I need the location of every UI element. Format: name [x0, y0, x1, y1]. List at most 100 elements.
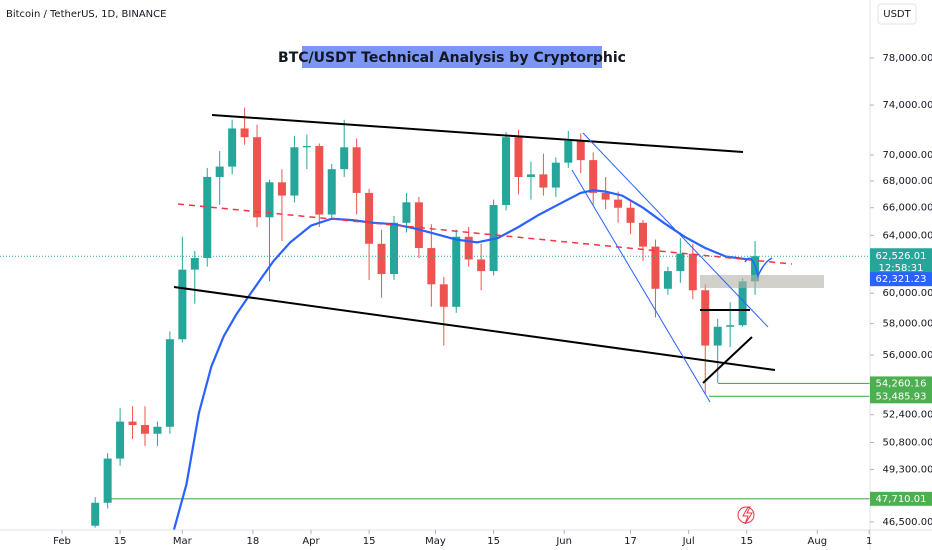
projection-path [744, 257, 773, 279]
level-tag [870, 389, 932, 404]
candle-body [327, 169, 336, 215]
x-tick-label: May [425, 536, 446, 547]
ma-price-tag [870, 272, 932, 287]
last-price-tag [870, 248, 932, 277]
candle-body [589, 160, 598, 193]
y-tick-label: 52,400.00 [883, 410, 932, 421]
x-tick-label: 15 [363, 536, 376, 547]
candle-body [153, 426, 162, 434]
y-tick-label: 70,000.00 [883, 150, 932, 161]
candle-body [240, 128, 249, 138]
candle-body [713, 326, 722, 346]
candle-body [352, 147, 361, 193]
axes: 78,000.00 74,000.00 70,000.00 68,000.00 66,0… [53, 53, 932, 547]
candle-body [302, 146, 311, 148]
candle-body [228, 128, 237, 167]
symbol-info: Bitcoin / TetherUS, 1D, BINANCE [6, 9, 166, 20]
candle-body [165, 339, 174, 427]
candle-body [726, 325, 735, 327]
y-tick-label: 58,000.00 [883, 319, 932, 330]
y-tick-label: 74,000.00 [883, 100, 932, 111]
y-tick-label: 50,800.00 [883, 438, 932, 449]
candle-body [551, 162, 560, 188]
y-tick-label: 49,300.00 [883, 464, 932, 475]
zone-box [700, 275, 824, 288]
last-price-label: 62,526.01 [876, 251, 927, 262]
candle-body [215, 166, 224, 178]
y-tick-label: 66,000.00 [883, 203, 932, 214]
channel-top [211, 114, 744, 153]
candle-body [116, 421, 125, 459]
x-tick-label: 15 [114, 536, 127, 547]
candle-body [439, 284, 448, 307]
candle-body [253, 137, 262, 218]
y-tick-label: 68,000.00 [883, 176, 932, 187]
banner: BTC/USDT Technical Analysis by Cryptorph… [278, 50, 626, 66]
candle-body [688, 253, 697, 291]
candle-body [638, 222, 647, 247]
x-tick-label: 15 [487, 536, 500, 547]
candle-body [738, 281, 747, 326]
candle-body [751, 256, 760, 282]
candle-body [277, 182, 286, 196]
candle-body [564, 140, 573, 163]
x-tick-label: Jun [555, 536, 572, 547]
candle-body [626, 207, 635, 223]
candle-body [477, 259, 486, 272]
candle-body [676, 253, 685, 272]
candle-body [315, 146, 324, 215]
y-tick-label: 78,000.00 [883, 53, 932, 64]
currency-box[interactable] [877, 3, 917, 25]
y-tick-label: 46,500.00 [883, 517, 932, 528]
candle-body [663, 271, 672, 289]
candle-body [614, 199, 623, 208]
candle-body [340, 147, 349, 170]
candle-body [365, 192, 374, 244]
candle-body [91, 502, 100, 526]
candle-body [178, 269, 187, 340]
candle-body [377, 243, 386, 274]
candle-body [464, 236, 473, 260]
plot-area [0, 107, 870, 530]
level-label: 53,485.93 [876, 391, 927, 402]
candle-body [427, 248, 436, 285]
candle-body [502, 137, 511, 206]
countdown: 12:58:31 [879, 263, 924, 274]
candle-body [576, 140, 585, 161]
candle-body [128, 421, 137, 426]
blue-trendline [571, 169, 711, 403]
y-tick-label: 56,000.00 [883, 350, 932, 361]
candle-body [265, 182, 274, 218]
candle-body [141, 425, 149, 434]
x-tick-label: Aug [808, 536, 828, 547]
candle-body [389, 222, 398, 274]
event-circle [737, 506, 755, 524]
x-tick-label: Apr [302, 536, 320, 547]
candle-body [651, 246, 660, 289]
x-tick-label: Jul [682, 536, 695, 547]
annotations [173, 114, 824, 525]
candle-body [402, 202, 411, 223]
level-label: 54,260.16 [876, 378, 927, 389]
candle-body [203, 177, 212, 259]
support-line [702, 336, 753, 384]
banner-bg [302, 46, 602, 68]
y-tick-label: 64,000.00 [883, 230, 932, 241]
y-tick-label: 60,000.00 [883, 288, 932, 299]
candle-body [103, 458, 112, 503]
channel-bottom [173, 286, 776, 371]
x-tick-label: Feb [53, 536, 71, 547]
currency: USDT [883, 9, 911, 20]
candle-body [190, 258, 199, 270]
candle-body [701, 290, 710, 346]
ma-price-label: 62,321.23 [876, 274, 927, 285]
moving-average [172, 189, 747, 530]
candle-body [526, 174, 535, 178]
candle-body [514, 137, 523, 178]
level-tag [870, 376, 932, 391]
mid-line [177, 203, 793, 265]
x-tick-label: 15 [740, 536, 753, 547]
level-tag [870, 491, 932, 506]
x-tick-label: Mar [173, 536, 193, 547]
